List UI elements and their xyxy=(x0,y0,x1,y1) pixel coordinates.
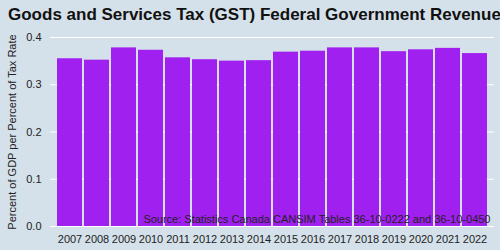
svg-text:0.3: 0.3 xyxy=(26,78,41,90)
svg-text:2007: 2007 xyxy=(58,233,82,245)
svg-text:2011: 2011 xyxy=(166,233,190,245)
svg-text:2008: 2008 xyxy=(85,233,109,245)
svg-text:2015: 2015 xyxy=(274,233,298,245)
svg-text:2018: 2018 xyxy=(355,233,379,245)
svg-text:2014: 2014 xyxy=(247,233,271,245)
svg-text:2019: 2019 xyxy=(382,233,406,245)
svg-text:0.4: 0.4 xyxy=(26,31,41,43)
svg-text:0.2: 0.2 xyxy=(26,126,41,138)
svg-text:2009: 2009 xyxy=(112,233,136,245)
svg-text:2013: 2013 xyxy=(220,233,244,245)
svg-text:2010: 2010 xyxy=(139,233,163,245)
svg-text:0.0: 0.0 xyxy=(26,220,41,232)
svg-text:2021: 2021 xyxy=(436,233,460,245)
svg-text:2012: 2012 xyxy=(193,233,217,245)
svg-text:2016: 2016 xyxy=(301,233,325,245)
svg-text:Percent of GDP per Percent of: Percent of GDP per Percent of Tax Rate xyxy=(6,34,18,229)
svg-text:2017: 2017 xyxy=(328,233,352,245)
svg-text:Source: Statistics Canada CANS: Source: Statistics Canada CANSIM Tables … xyxy=(143,213,490,225)
svg-text:0.1: 0.1 xyxy=(26,173,41,185)
svg-text:2022: 2022 xyxy=(463,233,487,245)
svg-text:2020: 2020 xyxy=(409,233,433,245)
html-text:Goods and Services Tax (GST) F: Goods and Services Tax (GST) Federal Gov… xyxy=(8,5,500,24)
